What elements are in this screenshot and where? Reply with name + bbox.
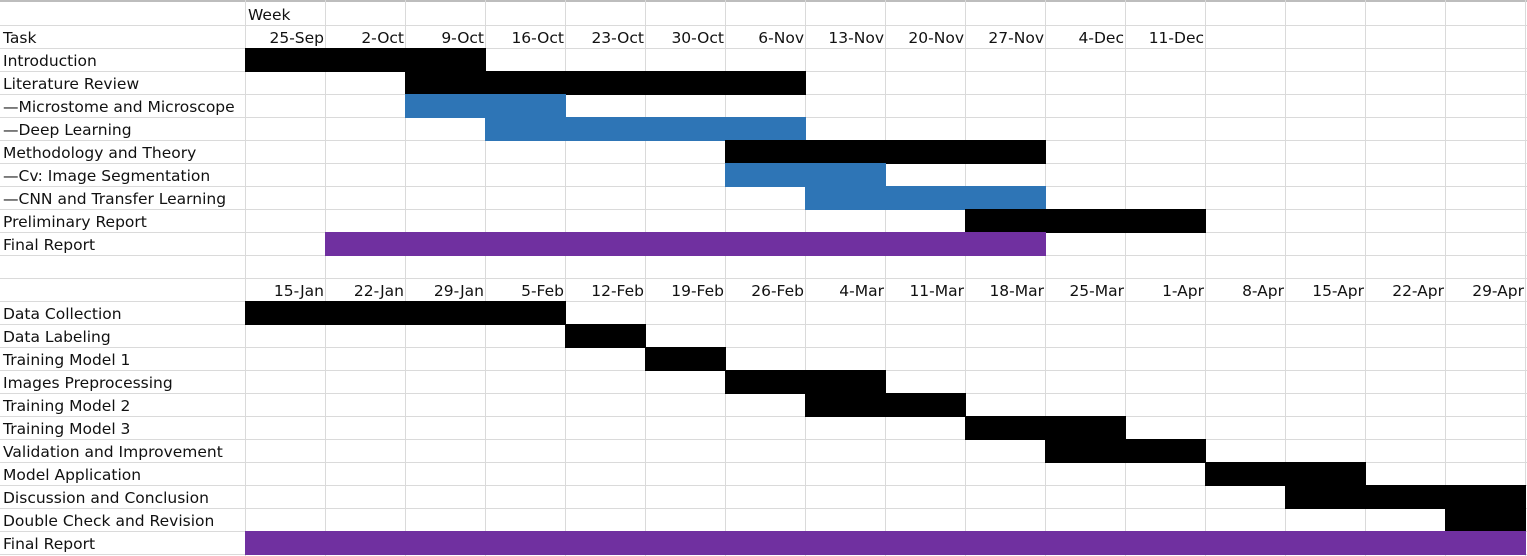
week-date-cell[interactable]: 11-Mar [909, 282, 964, 300]
task-label[interactable]: Model Application [3, 466, 142, 484]
week-date-cell[interactable]: 29-Apr [1472, 282, 1524, 300]
gantt-bar [645, 347, 726, 371]
task-label[interactable]: Double Check and Revision [3, 512, 215, 530]
week-date-cell[interactable]: 5-Feb [521, 282, 564, 300]
week-date-cell[interactable]: 25-Mar [1069, 282, 1124, 300]
grid-row-line [0, 324, 1527, 325]
task-label[interactable]: Final Report [3, 236, 96, 254]
week-date-cell[interactable]: 15-Jan [273, 282, 324, 300]
task-label[interactable]: —CNN and Transfer Learning [3, 190, 227, 208]
gantt-bar [405, 94, 566, 118]
week-date-cell[interactable]: 1-Apr [1162, 282, 1204, 300]
gantt-bar [725, 163, 886, 187]
week-date-cell[interactable]: 22-Apr [1392, 282, 1444, 300]
task-label[interactable]: Validation and Improvement [3, 443, 223, 461]
week-date-cell[interactable]: 20-Nov [908, 29, 964, 47]
week-date-cell[interactable]: 22-Jan [353, 282, 404, 300]
task-label[interactable]: Data Labeling [3, 328, 111, 346]
gantt-bar [725, 140, 1046, 164]
task-label[interactable]: —Deep Learning [3, 121, 132, 139]
task-label[interactable]: Preliminary Report [3, 213, 147, 231]
gantt-bar [1205, 462, 1366, 486]
gantt-bar [725, 370, 886, 394]
task-label[interactable]: —Cv: Image Segmentation [3, 167, 211, 185]
task-label[interactable]: —Microstome and Microscope [3, 98, 235, 116]
gantt-bar [245, 301, 566, 325]
week-date-cell[interactable]: 15-Apr [1312, 282, 1364, 300]
grid-row-line [0, 416, 1527, 417]
week-date-cell[interactable]: 11-Dec [1148, 29, 1204, 47]
week-date-cell[interactable]: 30-Oct [671, 29, 724, 47]
grid-row-line [0, 278, 1527, 279]
week-date-cell[interactable]: 6-Nov [758, 29, 804, 47]
gantt-bar [1445, 508, 1526, 532]
gantt-bar [485, 117, 806, 141]
task-label[interactable]: Training Model 3 [3, 420, 131, 438]
week-date-cell[interactable]: 23-Oct [591, 29, 644, 47]
gantt-bar [325, 232, 1046, 256]
task-label[interactable]: Images Preprocessing [3, 374, 173, 392]
gantt-bar [1285, 485, 1526, 509]
gantt-bar [565, 324, 646, 348]
week-date-cell[interactable]: 26-Feb [751, 282, 804, 300]
gantt-bar [805, 393, 966, 417]
gantt-bar [1045, 439, 1206, 463]
task-label[interactable]: Discussion and Conclusion [3, 489, 209, 507]
gantt-bar [965, 416, 1126, 440]
week-date-cell[interactable]: 9-Oct [441, 29, 484, 47]
grid-row-line [0, 301, 1527, 302]
week-date-cell[interactable]: 13-Nov [828, 29, 884, 47]
week-date-cell[interactable]: 19-Feb [671, 282, 724, 300]
week-date-cell[interactable]: 12-Feb [591, 282, 644, 300]
grid-row-line [0, 439, 1527, 440]
week-date-cell[interactable]: 4-Mar [839, 282, 884, 300]
week-date-cell[interactable]: 27-Nov [988, 29, 1044, 47]
week-date-cell[interactable]: 2-Oct [361, 29, 404, 47]
grid-row-line [0, 508, 1527, 509]
week-date-cell[interactable]: 16-Oct [511, 29, 564, 47]
grid-row-line [0, 347, 1527, 348]
task-label[interactable]: Introduction [3, 52, 97, 70]
week-date-cell[interactable]: 4-Dec [1078, 29, 1124, 47]
gantt-bar [805, 186, 1046, 210]
gantt-bar [965, 209, 1206, 233]
task-label[interactable]: Literature Review [3, 75, 140, 93]
gantt-bar [245, 531, 1526, 555]
week-date-cell[interactable]: 8-Apr [1242, 282, 1284, 300]
grid-row-line [0, 48, 1527, 49]
task-header[interactable]: Task [3, 29, 37, 47]
task-label[interactable]: Data Collection [3, 305, 122, 323]
week-date-cell[interactable]: 18-Mar [989, 282, 1044, 300]
gantt-bar [245, 48, 486, 72]
grid-row-line [0, 25, 1527, 26]
week-date-cell[interactable]: 29-Jan [433, 282, 484, 300]
grid-row-line [0, 462, 1527, 463]
week-header[interactable]: Week [248, 6, 291, 24]
grid-row-line [0, 485, 1527, 486]
grid-row-line [0, 209, 1527, 210]
sheet-top-border [0, 0, 1527, 2]
gantt-bar [405, 71, 806, 95]
task-label[interactable]: Final Report [3, 535, 96, 553]
task-label[interactable]: Training Model 2 [3, 397, 131, 415]
week-date-cell[interactable]: 25-Sep [269, 29, 324, 47]
task-label[interactable]: Training Model 1 [3, 351, 131, 369]
task-label[interactable]: Methodology and Theory [3, 144, 197, 162]
